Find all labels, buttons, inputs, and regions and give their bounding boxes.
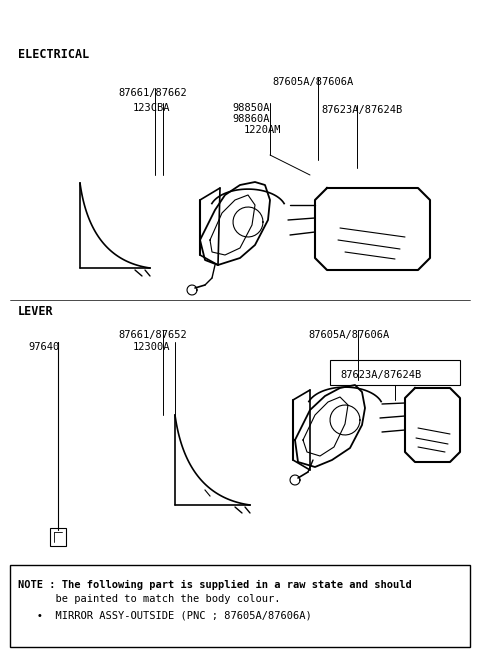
Bar xyxy=(330,360,460,385)
Text: 87661/87652: 87661/87652 xyxy=(118,330,187,340)
Text: 87623A/87624B: 87623A/87624B xyxy=(340,370,421,380)
Text: NOTE : The following part is supplied in a raw state and should: NOTE : The following part is supplied in… xyxy=(18,580,412,590)
Text: 97640: 97640 xyxy=(28,342,59,352)
Text: 87661/87662: 87661/87662 xyxy=(118,88,187,98)
Text: 87623A/87624B: 87623A/87624B xyxy=(321,105,402,115)
Text: 12300A: 12300A xyxy=(133,342,170,352)
Text: 1220AM: 1220AM xyxy=(244,125,281,135)
Text: 87605A/87606A: 87605A/87606A xyxy=(272,77,353,87)
Text: 123CBA: 123CBA xyxy=(133,103,170,113)
Bar xyxy=(10,565,470,647)
Text: be painted to match the body colour.: be painted to match the body colour. xyxy=(18,594,280,604)
Text: ELECTRICAL: ELECTRICAL xyxy=(18,48,89,61)
Text: 98860A: 98860A xyxy=(232,114,269,124)
Text: •  MIRROR ASSY-OUTSIDE (PNC ; 87605A/87606A): • MIRROR ASSY-OUTSIDE (PNC ; 87605A/8760… xyxy=(18,610,312,620)
Text: 87605A/87606A: 87605A/87606A xyxy=(308,330,389,340)
Text: LEVER: LEVER xyxy=(18,305,54,318)
Bar xyxy=(50,528,66,546)
Text: 98850A: 98850A xyxy=(232,103,269,113)
